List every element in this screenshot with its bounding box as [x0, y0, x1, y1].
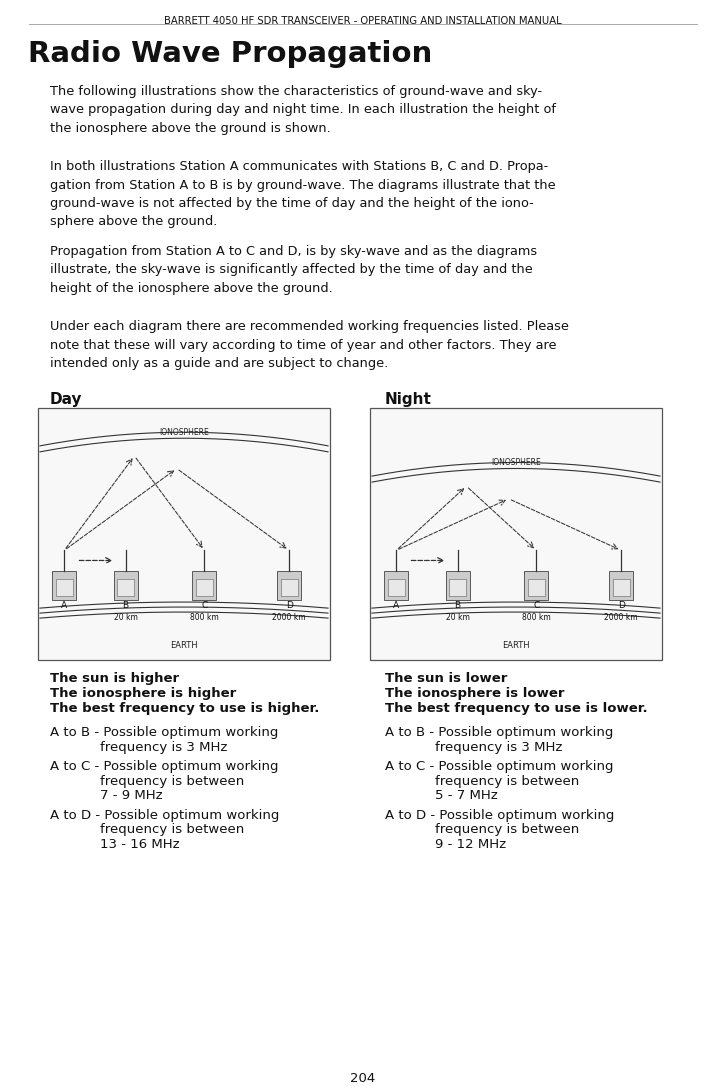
Bar [192, 570, 216, 599]
Text: frequency is 3 MHz: frequency is 3 MHz [435, 741, 563, 754]
Text: In both illustrations Station A communicates with Stations B, C and D. Propa-
ga: In both illustrations Station A communic… [50, 160, 555, 228]
Bar [449, 579, 466, 596]
Bar [388, 579, 405, 596]
Text: The sun is higher: The sun is higher [50, 672, 179, 685]
Text: frequency is between: frequency is between [100, 823, 244, 836]
Text: B: B [454, 601, 461, 609]
Text: B: B [123, 601, 129, 609]
Text: A to B - Possible optimum working: A to B - Possible optimum working [50, 726, 278, 739]
Text: Under each diagram there are recommended working frequencies listed. Please
note: Under each diagram there are recommended… [50, 320, 569, 370]
Text: frequency is between: frequency is between [100, 775, 244, 788]
Text: A to C - Possible optimum working: A to C - Possible optimum working [50, 761, 279, 772]
Text: C: C [201, 601, 208, 609]
Text: 2000 km: 2000 km [604, 614, 638, 622]
Text: C: C [534, 601, 539, 609]
Text: 20 km: 20 km [446, 614, 470, 622]
Bar [524, 570, 548, 599]
Bar [52, 570, 76, 599]
Text: 2000 km: 2000 km [272, 614, 306, 622]
Bar [114, 570, 137, 599]
Bar [117, 579, 134, 596]
Text: frequency is between: frequency is between [435, 823, 579, 836]
Bar [384, 570, 408, 599]
Text: frequency is between: frequency is between [435, 775, 579, 788]
Text: BARRETT 4050 HF SDR TRANSCEIVER - OPERATING AND INSTALLATION MANUAL: BARRETT 4050 HF SDR TRANSCEIVER - OPERAT… [164, 16, 562, 26]
Text: EARTH: EARTH [502, 641, 530, 650]
Text: 20 km: 20 km [114, 614, 137, 622]
Text: A to C - Possible optimum working: A to C - Possible optimum working [385, 761, 613, 772]
Text: IONOSPHERE: IONOSPHERE [159, 428, 209, 437]
Text: A: A [393, 601, 399, 609]
Text: 9 - 12 MHz: 9 - 12 MHz [435, 838, 506, 851]
Bar [38, 408, 330, 660]
Text: D: D [618, 601, 624, 609]
Text: 13 - 16 MHz: 13 - 16 MHz [100, 838, 179, 851]
Text: EARTH: EARTH [170, 641, 197, 650]
Bar [370, 408, 662, 660]
Bar [280, 579, 298, 596]
Text: 800 km: 800 km [190, 614, 219, 622]
Text: 204: 204 [351, 1072, 375, 1085]
Bar [528, 579, 545, 596]
Text: Radio Wave Propagation: Radio Wave Propagation [28, 40, 432, 67]
Text: The ionosphere is higher: The ionosphere is higher [50, 687, 236, 700]
Text: Day: Day [50, 392, 83, 407]
Text: A to D - Possible optimum working: A to D - Possible optimum working [50, 808, 280, 821]
Bar [609, 570, 633, 599]
Text: The following illustrations show the characteristics of ground-wave and sky-
wav: The following illustrations show the cha… [50, 85, 556, 135]
Bar [446, 570, 470, 599]
Text: Propagation from Station A to C and D, is by sky-wave and as the diagrams
illust: Propagation from Station A to C and D, i… [50, 245, 537, 295]
Text: The ionosphere is lower: The ionosphere is lower [385, 687, 565, 700]
Bar [56, 579, 73, 596]
Bar [613, 579, 629, 596]
Bar [196, 579, 213, 596]
Text: A to D - Possible optimum working: A to D - Possible optimum working [385, 808, 614, 821]
Text: D: D [286, 601, 293, 609]
Text: Night: Night [385, 392, 432, 407]
Text: 800 km: 800 km [522, 614, 551, 622]
Text: 5 - 7 MHz: 5 - 7 MHz [435, 789, 498, 802]
Text: The best frequency to use is higher.: The best frequency to use is higher. [50, 702, 319, 715]
Text: frequency is 3 MHz: frequency is 3 MHz [100, 741, 227, 754]
Text: The sun is lower: The sun is lower [385, 672, 507, 685]
Text: A to B - Possible optimum working: A to B - Possible optimum working [385, 726, 613, 739]
Text: 7 - 9 MHz: 7 - 9 MHz [100, 789, 163, 802]
Text: A: A [61, 601, 68, 609]
Bar [277, 570, 301, 599]
Text: IONOSPHERE: IONOSPHERE [491, 458, 541, 467]
Text: The best frequency to use is lower.: The best frequency to use is lower. [385, 702, 648, 715]
